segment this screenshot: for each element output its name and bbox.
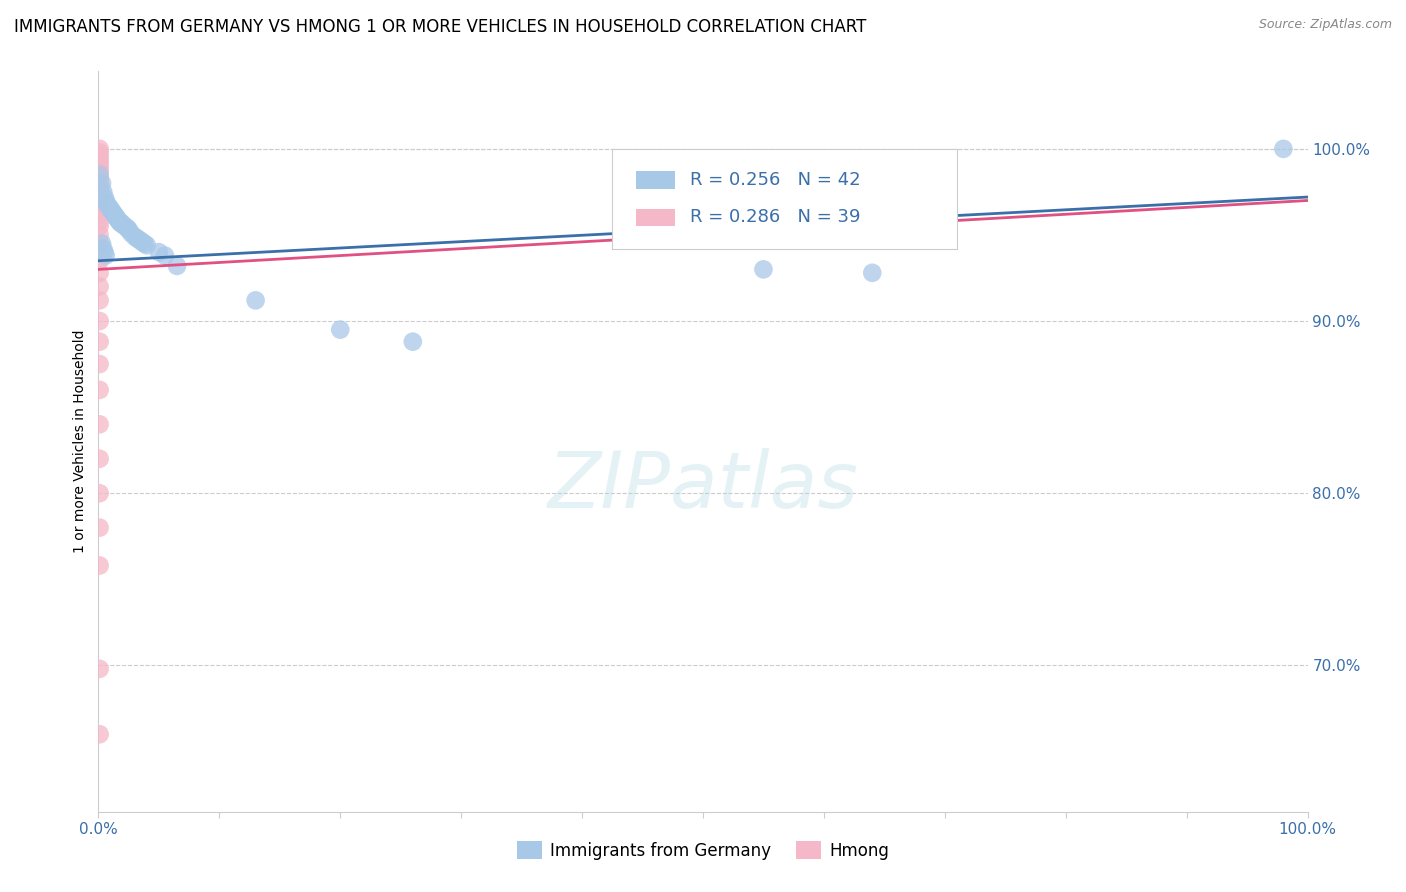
- Point: [93, 245, 115, 260]
- Point: [89, 279, 111, 293]
- Point: [127, 231, 149, 245]
- Point: [89, 451, 111, 466]
- Point: [89, 293, 111, 308]
- Point: [108, 216, 131, 230]
- Point: [89, 662, 111, 676]
- Point: [89, 207, 111, 221]
- Point: [89, 357, 111, 371]
- Point: [103, 207, 125, 221]
- Point: [89, 168, 111, 182]
- Point: [89, 219, 111, 234]
- Point: [245, 293, 267, 308]
- Point: [89, 383, 111, 397]
- Point: [91, 242, 114, 256]
- Point: [131, 235, 153, 249]
- Point: [148, 245, 170, 260]
- Point: [94, 249, 117, 263]
- Point: [110, 216, 132, 230]
- Bar: [637, 171, 675, 189]
- Point: [89, 727, 111, 741]
- Point: [91, 185, 114, 199]
- Point: [89, 521, 111, 535]
- Point: [89, 253, 111, 268]
- Point: [89, 166, 111, 180]
- Point: [93, 190, 115, 204]
- Point: [89, 142, 111, 156]
- Point: [1272, 142, 1295, 156]
- Point: [105, 211, 128, 225]
- Point: [89, 558, 111, 573]
- Point: [117, 221, 139, 235]
- Point: [100, 203, 122, 218]
- Text: R = 0.286   N = 39: R = 0.286 N = 39: [690, 209, 860, 227]
- Point: [89, 314, 111, 328]
- Point: [89, 202, 111, 216]
- Point: [89, 152, 111, 166]
- Point: [91, 236, 114, 251]
- Point: [166, 259, 188, 273]
- Point: [89, 334, 111, 349]
- Point: [89, 159, 111, 173]
- Point: [120, 226, 142, 240]
- Y-axis label: 1 or more Vehicles in Household: 1 or more Vehicles in Household: [73, 330, 87, 553]
- Point: [100, 202, 122, 216]
- Point: [89, 245, 111, 260]
- Bar: [637, 209, 675, 227]
- Point: [101, 205, 124, 219]
- Point: [89, 179, 111, 194]
- Point: [89, 183, 111, 197]
- Point: [860, 266, 883, 280]
- Point: [134, 236, 156, 251]
- Point: [402, 334, 425, 349]
- Point: [89, 190, 111, 204]
- Point: [89, 169, 111, 184]
- Point: [89, 149, 111, 163]
- Point: [89, 194, 111, 208]
- Legend: Immigrants from Germany, Hmong: Immigrants from Germany, Hmong: [510, 835, 896, 866]
- Point: [89, 417, 111, 432]
- Point: [107, 212, 129, 227]
- Point: [89, 214, 111, 228]
- Text: R = 0.256   N = 42: R = 0.256 N = 42: [690, 171, 860, 189]
- Point: [128, 233, 150, 247]
- Point: [96, 197, 118, 211]
- Point: [153, 249, 176, 263]
- Point: [89, 236, 111, 251]
- Point: [111, 218, 134, 232]
- Point: [94, 194, 117, 208]
- Point: [89, 173, 111, 187]
- Point: [135, 238, 157, 252]
- Point: [124, 229, 146, 244]
- Point: [89, 266, 111, 280]
- Point: [752, 262, 775, 277]
- Point: [89, 176, 111, 190]
- Point: [89, 486, 111, 500]
- Text: IMMIGRANTS FROM GERMANY VS HMONG 1 OR MORE VEHICLES IN HOUSEHOLD CORRELATION CHA: IMMIGRANTS FROM GERMANY VS HMONG 1 OR MO…: [14, 18, 866, 36]
- Point: [114, 219, 136, 234]
- Point: [97, 199, 120, 213]
- Point: [89, 197, 111, 211]
- Point: [108, 214, 131, 228]
- FancyBboxPatch shape: [613, 149, 957, 249]
- Point: [89, 227, 111, 242]
- Point: [89, 145, 111, 160]
- Point: [104, 209, 127, 223]
- Point: [91, 176, 114, 190]
- Point: [89, 162, 111, 177]
- Text: Source: ZipAtlas.com: Source: ZipAtlas.com: [1258, 18, 1392, 31]
- Point: [89, 186, 111, 201]
- Point: [89, 155, 111, 169]
- Point: [98, 200, 121, 214]
- Point: [329, 323, 352, 337]
- Point: [118, 223, 141, 237]
- Text: ZIPatlas: ZIPatlas: [547, 448, 859, 524]
